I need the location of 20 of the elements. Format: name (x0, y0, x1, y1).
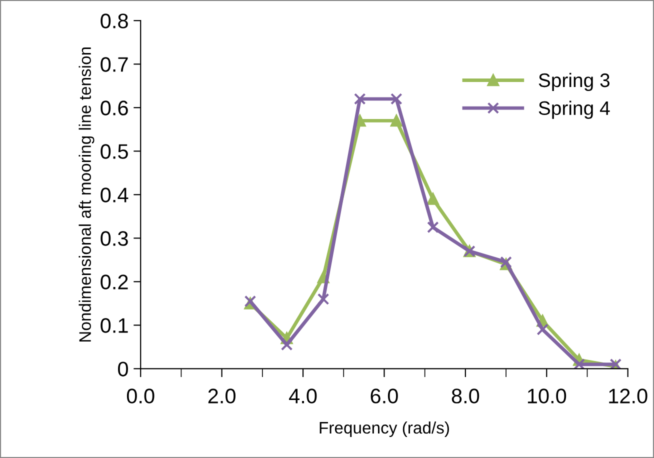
y-tick-label: 0 (118, 362, 128, 376)
legend-label: Spring 4 (538, 100, 610, 119)
y-tick-label: 0.8 (100, 14, 128, 28)
y-tick-label: 0.4 (100, 188, 128, 202)
y-tick-label: 0.2 (100, 274, 128, 290)
x-tick-label: 2.0 (208, 388, 236, 404)
y-tick-label: 0.7 (100, 57, 128, 72)
y-axis-title: Nondimensional aft mooring line tension (78, 47, 94, 342)
y-tick-label: 0.6 (100, 100, 128, 116)
x-tick-label: 8.0 (452, 388, 480, 404)
y-tick-label: 0.1 (100, 318, 128, 333)
x-tick-label: 6.0 (370, 388, 398, 404)
y-tick-label: 0.3 (100, 231, 128, 246)
x-tick-label: 10.0 (528, 388, 566, 404)
legend-label: Spring 3 (538, 72, 610, 92)
x-axis-title: Frequency (rad/s) (320, 421, 449, 437)
x-tick-label: 4.0 (289, 388, 317, 404)
x-tick-label: 0.0 (126, 388, 154, 404)
x-tick-label: 12.0 (609, 388, 648, 404)
y-tick-label: 0.5 (100, 144, 128, 159)
